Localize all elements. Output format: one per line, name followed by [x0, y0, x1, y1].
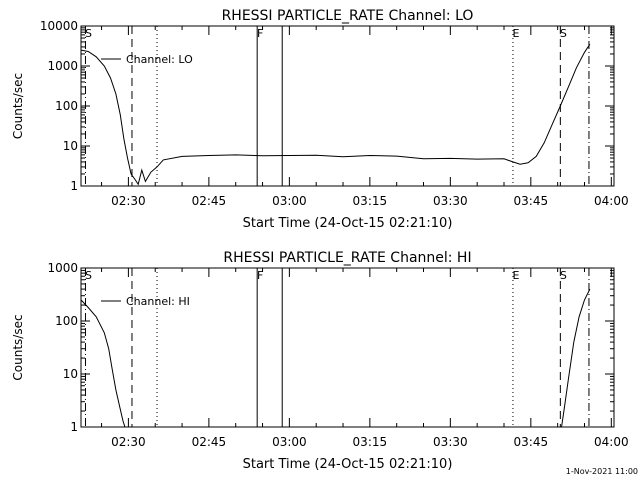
chart1-marker-label: S — [560, 27, 567, 40]
chart1-y-tick-label: 1 — [70, 179, 78, 193]
chart1-y-axis-label: Counts/sec — [11, 73, 25, 139]
chart2-x-tick-label: 03:15 — [353, 435, 388, 449]
chart1-marker-label: F — [257, 27, 263, 40]
chart1-x-axis-label: Start Time (24-Oct-15 02:21:10) — [243, 216, 453, 231]
chart2-series-line — [81, 288, 591, 427]
chart1-x-tick-label: 02:30 — [111, 194, 146, 208]
chart2-x-axis-label: Start Time (24-Oct-15 02:21:10) — [243, 457, 453, 472]
chart1-x-tick-label: 03:15 — [353, 194, 388, 208]
chart1-x-tick-label: 03:30 — [433, 194, 468, 208]
chart2-y-tick-label: 100 — [55, 314, 78, 328]
chart1-x-tick-label: 03:00 — [272, 194, 307, 208]
chart1-y-tick-label: 1000 — [47, 59, 78, 73]
chart2-y-tick-label: 10 — [63, 367, 78, 381]
chart1-marker-label: S — [85, 27, 92, 40]
chart1-marker-label: E — [512, 27, 519, 40]
chart2-title: RHESSI PARTICLE_RATE Channel: HI — [223, 250, 471, 266]
chart2-x-tick-label: 02:45 — [192, 435, 227, 449]
chart1-series-line — [81, 43, 591, 186]
chart1-x-tick-label: 02:45 — [192, 194, 227, 208]
chart1-y-tick-label: 10000 — [40, 19, 78, 33]
chart2-marker-label: S — [560, 269, 567, 282]
chart2-marker-label: E — [512, 269, 519, 282]
chart2-plot-frame — [80, 267, 615, 428]
chart2-marker-label: F — [257, 269, 263, 282]
chart2-legend-label: Channel: HI — [126, 295, 190, 308]
chart1-title: RHESSI PARTICLE_RATE Channel: LO — [222, 8, 474, 24]
chart2-x-tick-label: 04:00 — [594, 435, 629, 449]
chart2-y-tick-label: 1 — [70, 420, 78, 434]
chart1-x-tick-label: 03:45 — [514, 194, 549, 208]
chart1-legend-label: Channel: LO — [126, 53, 193, 66]
chart2-x-tick-label: 03:30 — [433, 435, 468, 449]
chart2-x-tick-label: 02:30 — [111, 435, 146, 449]
chart2-y-axis-label: Counts/sec — [11, 314, 25, 380]
chart2-x-tick-label: 03:00 — [272, 435, 307, 449]
chart1-y-tick-label: 100 — [55, 99, 78, 113]
chart2-y-tick-label: 1000 — [47, 261, 78, 275]
chart1-x-tick-label: 04:00 — [594, 194, 629, 208]
chart1-y-tick-label: 10 — [63, 139, 78, 153]
chart2-x-tick-label: 03:45 — [514, 435, 549, 449]
chart2-marker-label: S — [85, 269, 92, 282]
